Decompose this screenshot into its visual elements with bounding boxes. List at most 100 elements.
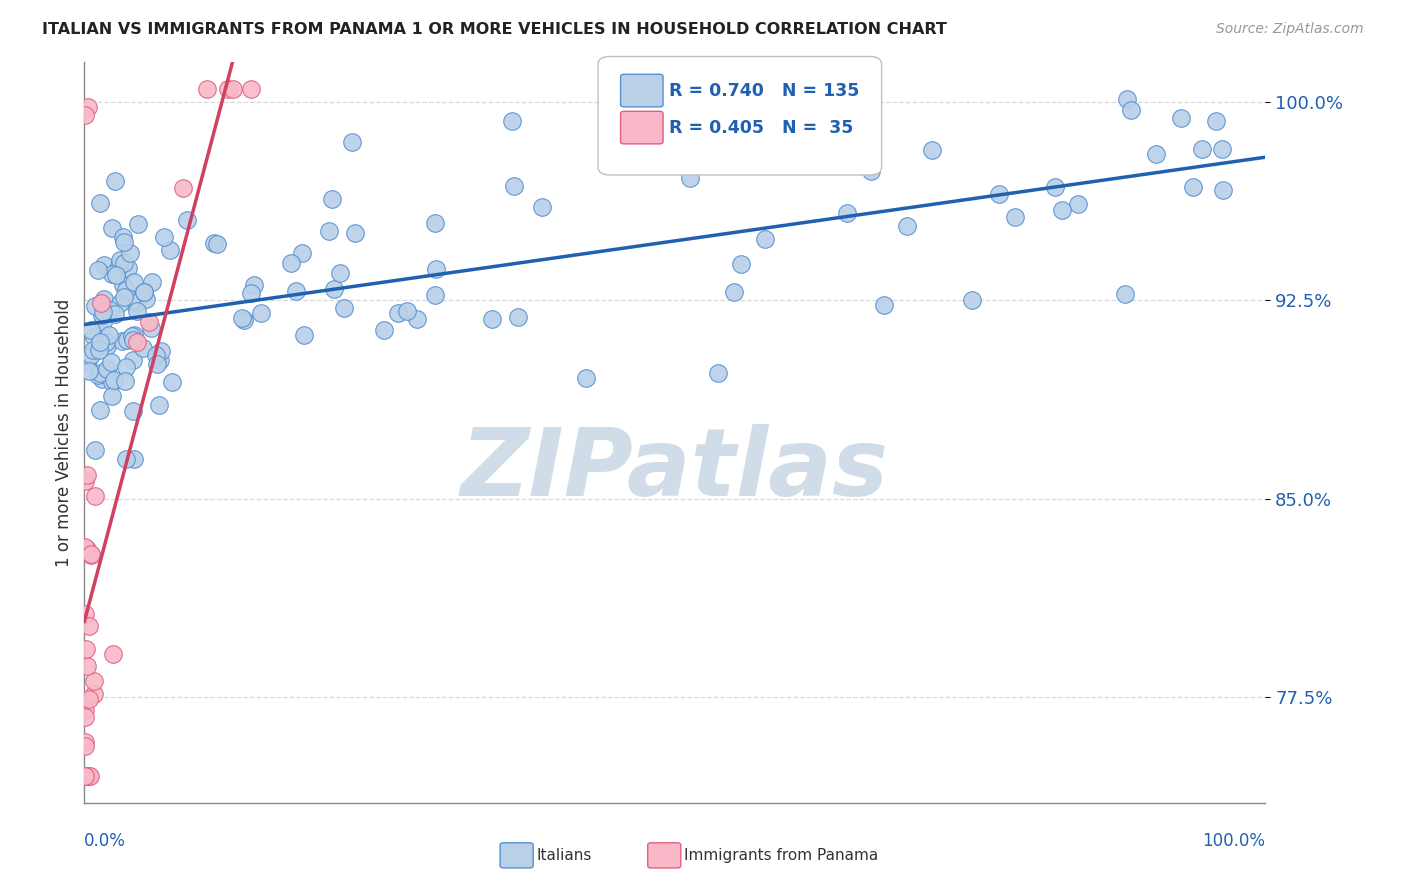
Point	[343, 227, 366, 241]
Point	[149, 343, 172, 358]
Point	[148, 398, 170, 412]
Point	[678, 170, 700, 185]
Point	[406, 311, 429, 326]
Point	[122, 333, 145, 347]
Point	[111, 277, 134, 292]
Point	[333, 301, 356, 316]
Point	[321, 192, 343, 206]
Point	[75, 641, 97, 656]
Point	[860, 164, 883, 178]
Point	[89, 366, 111, 380]
Point	[100, 355, 122, 369]
Point	[122, 452, 145, 467]
Point	[160, 376, 183, 390]
Point	[329, 266, 352, 280]
Point	[83, 299, 105, 313]
Point	[152, 230, 174, 244]
Point	[73, 739, 96, 754]
Point	[1212, 183, 1234, 197]
Point	[340, 135, 363, 149]
Point	[149, 352, 172, 367]
Point	[131, 341, 153, 355]
Point	[104, 268, 127, 283]
Point	[83, 687, 105, 701]
Point	[423, 216, 446, 230]
Point	[1115, 93, 1137, 107]
Point	[285, 284, 308, 298]
Point	[146, 357, 169, 371]
Point	[73, 769, 96, 783]
Point	[124, 276, 146, 290]
Point	[115, 452, 138, 467]
Point	[121, 328, 143, 343]
Point	[98, 303, 121, 318]
Point	[423, 288, 446, 302]
Point	[83, 443, 105, 458]
Y-axis label: 1 or more Vehicles in Household: 1 or more Vehicles in Household	[55, 299, 73, 566]
Point	[239, 286, 262, 301]
Point	[80, 548, 103, 562]
Point	[111, 230, 134, 244]
Point	[90, 372, 112, 386]
Point	[73, 541, 96, 555]
Point	[80, 547, 103, 561]
Text: ZIPatlas: ZIPatlas	[461, 424, 889, 516]
Point	[76, 659, 98, 673]
Point	[835, 206, 858, 220]
Point	[101, 267, 124, 281]
Text: 100.0%: 100.0%	[1202, 832, 1265, 850]
Point	[1043, 180, 1066, 194]
Point	[222, 82, 245, 96]
Point	[127, 217, 149, 231]
Point	[89, 403, 111, 417]
Point	[77, 769, 100, 783]
FancyBboxPatch shape	[501, 843, 533, 868]
Point	[112, 235, 135, 250]
Point	[1067, 197, 1090, 211]
Point	[132, 285, 155, 299]
Point	[75, 735, 97, 749]
Point	[1181, 180, 1204, 194]
Point	[77, 100, 100, 114]
Point	[239, 82, 262, 96]
Point	[77, 619, 100, 633]
Point	[91, 305, 114, 319]
Point	[96, 339, 118, 353]
Point	[73, 474, 96, 488]
Text: Immigrants from Panama: Immigrants from Panama	[685, 848, 879, 863]
Point	[387, 306, 409, 320]
Point	[118, 246, 141, 260]
Point	[114, 283, 136, 297]
FancyBboxPatch shape	[620, 74, 664, 107]
Point	[93, 292, 115, 306]
Point	[1211, 142, 1233, 156]
Point	[87, 343, 110, 358]
Point	[112, 256, 135, 270]
Point	[75, 108, 97, 122]
Point	[77, 352, 100, 367]
Point	[396, 304, 419, 318]
Point	[75, 703, 97, 717]
Point	[501, 114, 523, 128]
Point	[127, 296, 149, 310]
FancyBboxPatch shape	[598, 56, 882, 175]
Point	[135, 292, 157, 306]
Point	[243, 277, 266, 292]
Point	[232, 313, 254, 327]
Point	[84, 489, 107, 503]
Point	[77, 691, 100, 706]
Point	[101, 221, 124, 235]
Point	[873, 298, 896, 312]
Point	[139, 321, 162, 335]
Point	[205, 236, 228, 251]
Point	[322, 282, 344, 296]
Point	[138, 316, 160, 330]
Point	[103, 373, 125, 387]
Point	[98, 328, 121, 343]
Point	[104, 174, 127, 188]
Point	[96, 334, 118, 349]
Point	[1004, 210, 1026, 224]
Point	[730, 256, 752, 270]
Point	[425, 261, 447, 276]
Point	[73, 710, 96, 724]
